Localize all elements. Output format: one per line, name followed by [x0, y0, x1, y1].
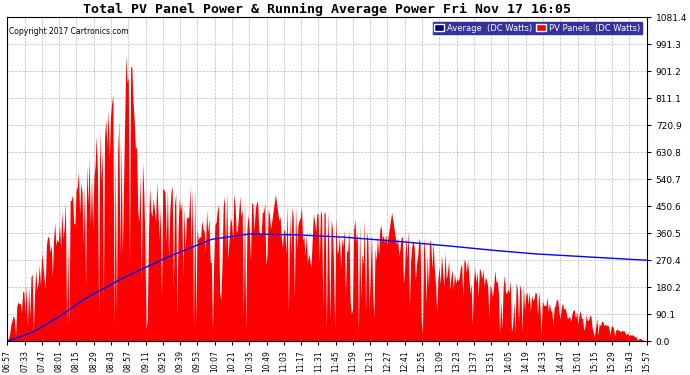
Text: Copyright 2017 Cartronics.com: Copyright 2017 Cartronics.com [8, 27, 128, 36]
Title: Total PV Panel Power & Running Average Power Fri Nov 17 16:05: Total PV Panel Power & Running Average P… [83, 3, 571, 16]
Legend: Average  (DC Watts), PV Panels  (DC Watts): Average (DC Watts), PV Panels (DC Watts) [432, 21, 642, 35]
